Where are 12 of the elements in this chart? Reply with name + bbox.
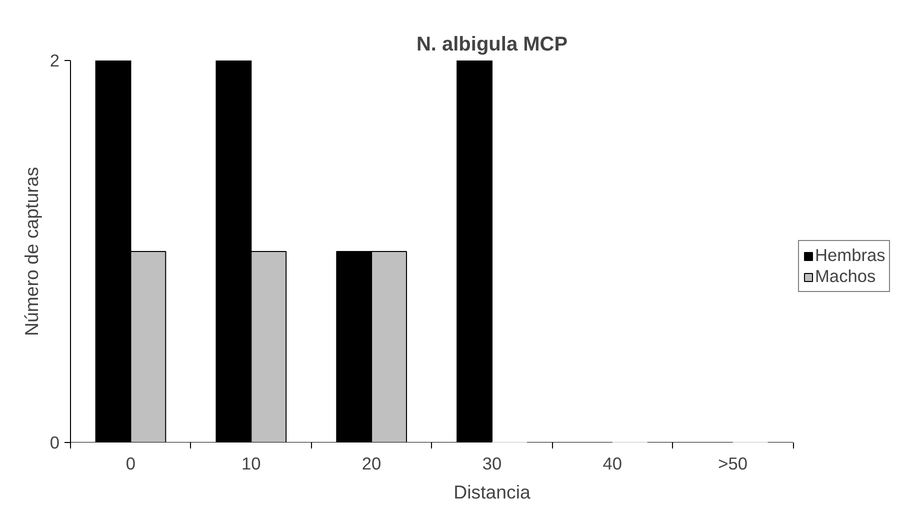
x-tick-label: 0 [126,454,136,474]
x-tick-label: 30 [482,454,502,474]
x-tick-label: 40 [602,454,622,474]
chart-title: N. albigula MCP [416,34,568,56]
x-tick-label: 20 [362,454,382,474]
y-axis-title: Número de capturas [20,166,42,336]
legend-label: Hembras [815,245,886,266]
x-axis-title: Distancia [454,482,531,502]
legend-label: Machos [815,266,876,287]
x-tick-label: 10 [242,454,261,474]
y-tick-label: 2 [50,50,60,70]
x-tick-label: >50 [718,454,748,474]
